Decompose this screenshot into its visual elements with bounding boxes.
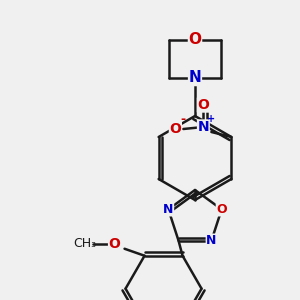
Text: +: +	[207, 114, 215, 124]
Text: N: N	[189, 70, 201, 86]
Text: N: N	[198, 120, 209, 134]
Text: O: O	[216, 203, 227, 216]
Text: O: O	[188, 32, 202, 47]
Text: -: -	[181, 112, 186, 125]
Text: N: N	[206, 234, 217, 247]
Text: CH₃: CH₃	[73, 237, 96, 250]
Text: O: O	[109, 237, 121, 251]
Text: N: N	[163, 203, 174, 216]
Text: O: O	[197, 98, 209, 112]
Text: O: O	[169, 122, 181, 136]
